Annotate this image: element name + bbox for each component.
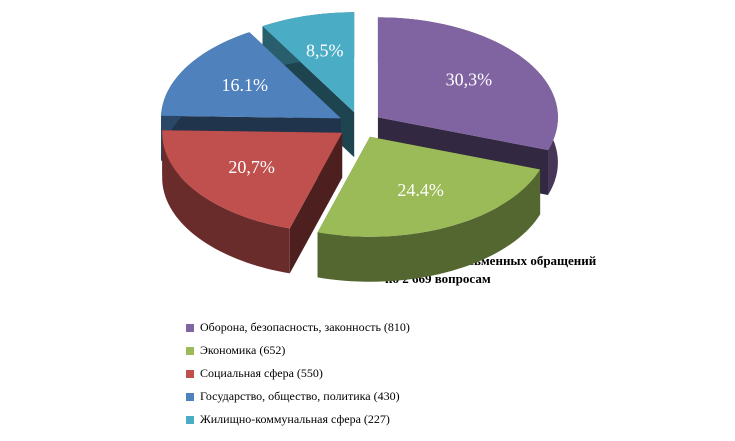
data-label: 24.4% <box>397 180 444 200</box>
data-label: 20,7% <box>228 157 275 177</box>
slice <box>317 136 541 237</box>
legend-swatch <box>186 393 194 401</box>
data-label: 30,3% <box>446 69 493 89</box>
slice-side <box>162 130 290 274</box>
legend-label: Социальная сфера (550) <box>200 366 323 380</box>
legend-swatch <box>186 370 194 378</box>
legend-label: Государство, общество, политика (430) <box>200 389 400 403</box>
legend-label: Экономика (652) <box>200 343 285 357</box>
legend-swatch <box>186 416 194 424</box>
legend-swatch <box>186 347 194 355</box>
slice <box>377 17 558 151</box>
slice-side <box>317 169 541 282</box>
labels: 30,3% 24.4% 20,7% 16.1% 8,5% <box>222 41 493 201</box>
legend-label: Оборона, безопасность, законность (810) <box>200 320 410 334</box>
slice <box>262 12 355 113</box>
slice <box>162 130 343 229</box>
legend-swatch <box>186 324 194 332</box>
legend-label: Жилищно-коммунальная сфера (227) <box>200 412 390 426</box>
data-label: 16.1% <box>222 75 269 95</box>
tops <box>161 12 558 237</box>
slice <box>161 32 342 119</box>
data-label: 8,5% <box>306 41 344 61</box>
